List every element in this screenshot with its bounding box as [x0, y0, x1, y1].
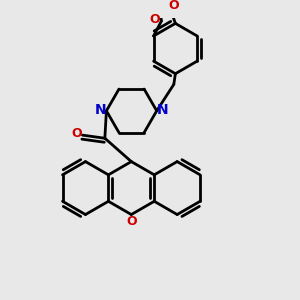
Text: O: O	[71, 127, 82, 140]
Text: O: O	[150, 13, 160, 26]
Text: N: N	[157, 103, 168, 117]
Text: O: O	[126, 215, 136, 228]
Text: O: O	[169, 0, 179, 12]
Text: N: N	[95, 103, 106, 117]
